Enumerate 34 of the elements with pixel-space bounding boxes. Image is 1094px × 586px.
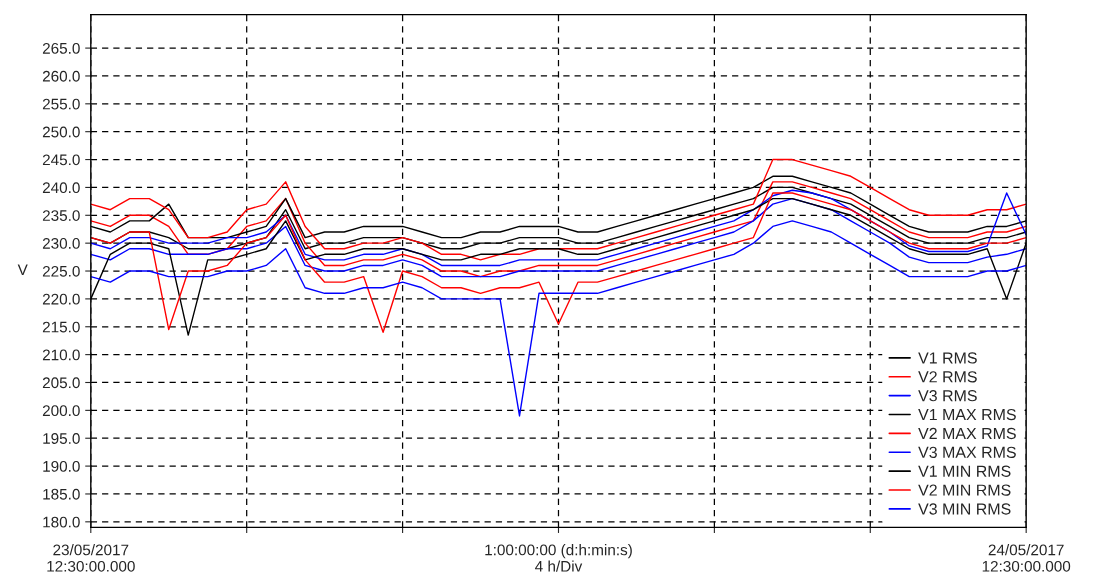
y-tick-label: 230.0 <box>42 238 80 249</box>
legend-label: V1 MAX RMS <box>918 408 1016 421</box>
legend-label: V1 RMS <box>918 352 977 364</box>
y-tick-label: 265.0 <box>42 42 80 54</box>
y-tick-label: 235.0 <box>42 210 80 221</box>
legend-label: V3 RMS <box>918 390 977 402</box>
y-tick-label: 200.0 <box>42 405 80 417</box>
y-tick-label: 180.0 <box>43 516 80 528</box>
y-tick-label: 215.0 <box>42 321 80 333</box>
legend-label: V2 MAX RMS <box>918 427 1016 440</box>
y-tick-label: 205.0 <box>42 377 80 389</box>
legend-label: V3 MAX RMS <box>918 446 1016 459</box>
x-tick-label: 23/05/2017 12:30:00.000 <box>47 544 135 572</box>
y-tick-label: 210.0 <box>42 349 80 361</box>
y-tick-label: 260.0 <box>42 70 80 82</box>
legend-label: V3 MIN RMS <box>918 503 1011 515</box>
legend-label: V1 MIN RMS <box>918 465 1011 477</box>
y-tick-label: 245.0 <box>42 154 80 166</box>
legend-label: V2 RMS <box>918 371 977 383</box>
x-tick-label: 24/05/2017 12:30:00.000 <box>982 544 1071 572</box>
y-tick-label: 220.0 <box>42 293 80 305</box>
y-tick-label: 255.0 <box>42 98 80 110</box>
y-axis-title: V <box>17 264 28 275</box>
y-tick-label: 185.0 <box>43 488 80 500</box>
y-tick-label: 195.0 <box>43 433 80 444</box>
legend-label: V2 MIN RMS <box>918 484 1011 496</box>
y-tick-label: 240.0 <box>42 182 80 194</box>
line-series <box>90 158 1027 261</box>
line-series <box>90 181 1027 278</box>
y-tick-label: 225.0 <box>42 265 80 277</box>
y-tick-label: 250.0 <box>42 126 80 138</box>
x-tick-label: 1:00:00:00 (d:h:min:s) 4 h/Div <box>485 544 632 572</box>
line-series <box>90 189 1027 267</box>
y-tick-label: 190.0 <box>43 460 80 472</box>
